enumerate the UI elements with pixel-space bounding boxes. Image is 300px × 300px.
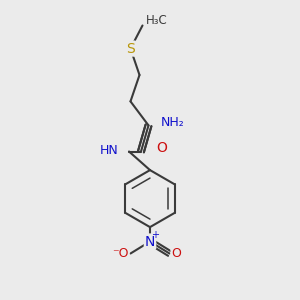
Text: S: S [126,42,135,56]
Text: +: + [152,230,159,240]
Text: ⁻O: ⁻O [112,247,129,260]
Text: NH₂: NH₂ [160,116,184,129]
Text: N: N [145,235,155,248]
Text: O: O [171,247,181,260]
Text: HN: HN [100,143,118,157]
Text: H₃C: H₃C [146,14,167,28]
Text: O: O [156,142,167,155]
